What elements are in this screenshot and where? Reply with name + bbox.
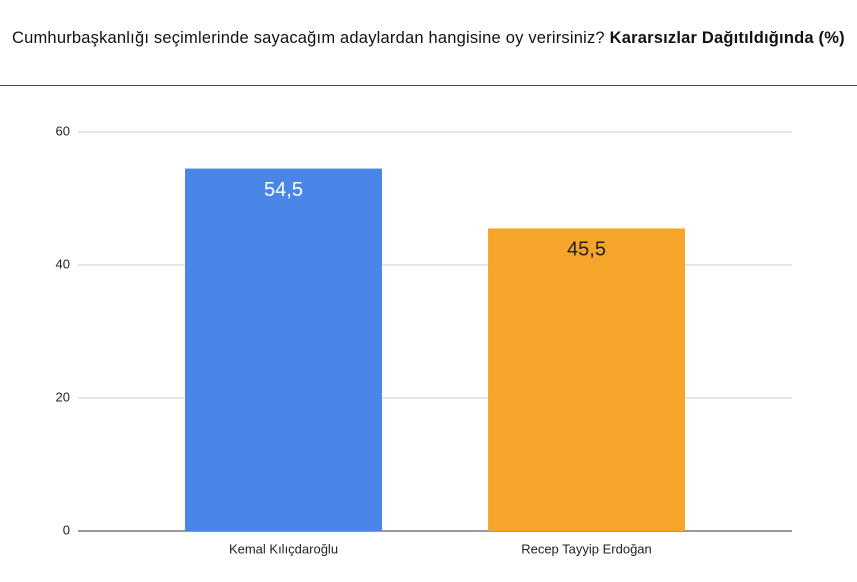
title-text: Cumhurbaşkanlığı seçimlerinde sayacağım … [12,29,605,47]
value-label: 45,5 [567,239,606,261]
bar [488,228,685,532]
chart-title: Cumhurbaşkanlığı seçimlerinde sayacağım … [12,26,847,51]
y-tick-label: 40 [56,256,70,271]
y-tick-label: 0 [63,522,70,537]
title-bold: Kararsızlar Dağıtıldığında (%) [609,29,845,47]
value-label: 54,5 [264,179,303,201]
bar [185,168,382,531]
y-tick-label: 60 [56,123,70,138]
y-tick-label: 20 [56,389,70,404]
x-tick-label: Recep Tayyip Erdoğan [521,541,652,556]
title-rule [0,85,857,86]
x-tick-label: Kemal Kılıçdaroğlu [229,541,338,556]
